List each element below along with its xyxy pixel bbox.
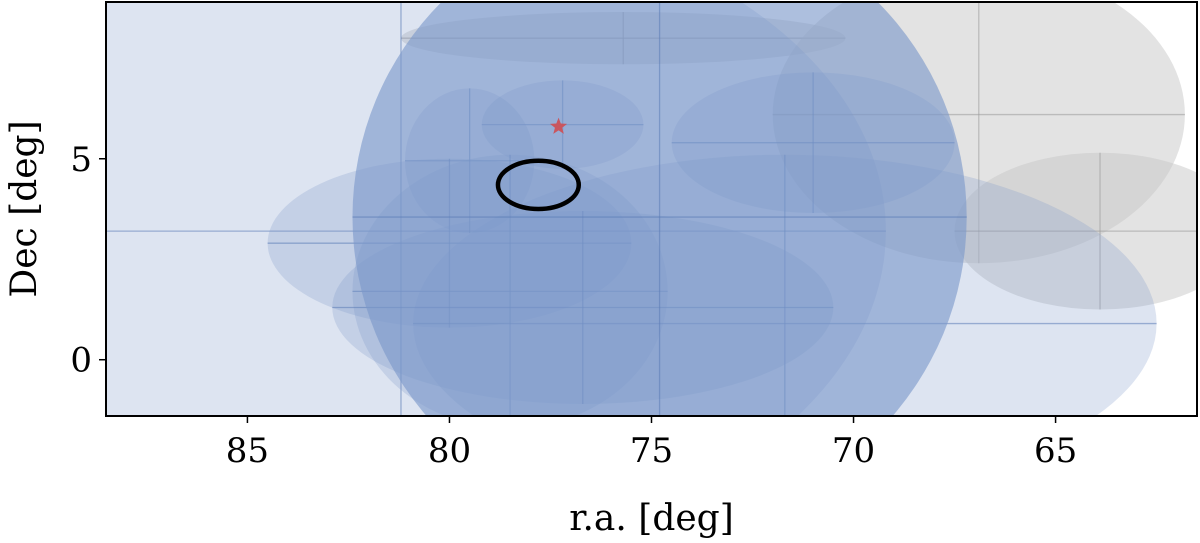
- y-tick-label: 0: [70, 341, 92, 381]
- y-axis-label: Dec [deg]: [4, 120, 45, 297]
- x-tick-label: 75: [630, 431, 673, 471]
- axis-ticks: 85 80 75 70 65 0 5: [70, 140, 1077, 471]
- blue-ellipse-8: [352, 2, 967, 416]
- x-tick-label: 80: [428, 431, 471, 471]
- x-axis-label: r.a. [deg]: [569, 498, 734, 539]
- localization-contour: [495, 158, 582, 212]
- source-star-marker: [550, 117, 568, 134]
- x-tick-label: 70: [832, 431, 875, 471]
- x-tick-label: 85: [226, 431, 269, 471]
- x-tick-label: 65: [1034, 431, 1077, 471]
- y-tick-label: 5: [70, 140, 92, 180]
- gray-ellipse-2: [954, 152, 1197, 310]
